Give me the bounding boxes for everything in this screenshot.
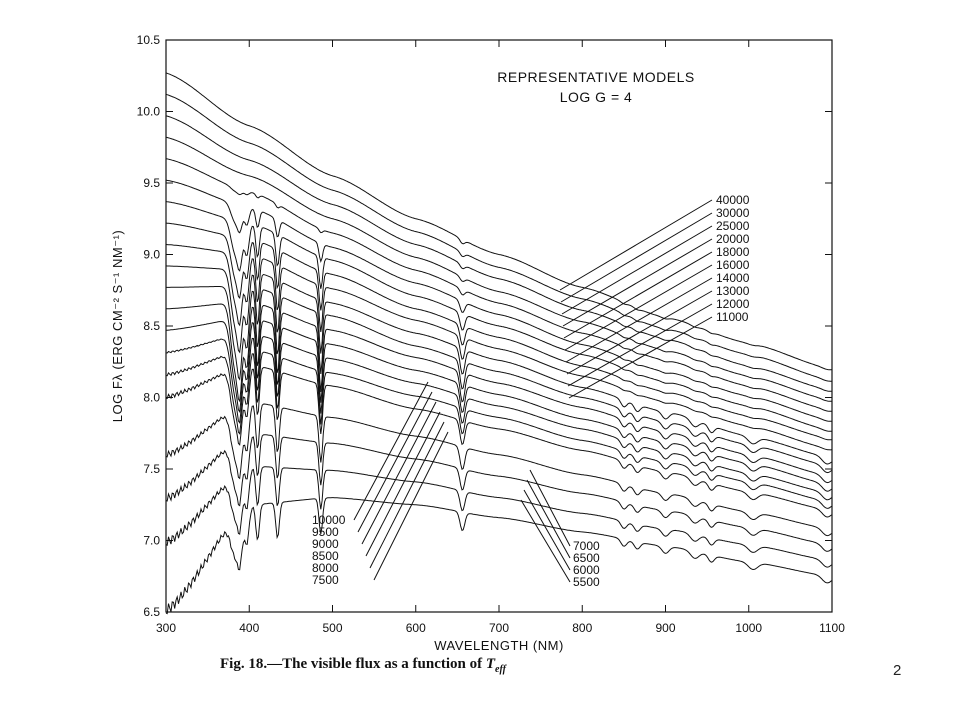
spectrum-18000	[165, 158, 832, 412]
leader-7000	[529, 469, 571, 547]
x-tick-label: 700	[489, 621, 509, 635]
label-7500: 7500	[312, 573, 339, 587]
x-tick-label: 500	[322, 621, 342, 635]
label-6000: 6000	[573, 563, 600, 577]
series-layer	[165, 72, 832, 615]
spectrum-11000	[165, 265, 832, 465]
label-18000: 18000	[716, 245, 750, 259]
y-tick-label: 8.0	[143, 391, 160, 405]
y-axis-ticks: 6.5 7.0 7.5 8.0 8.5 9.0 9.5 10.0 10.5	[137, 33, 832, 619]
label-10000: 10000	[312, 513, 346, 527]
spectrum-40000	[165, 72, 832, 371]
label-40000: 40000	[716, 193, 750, 207]
spectrum-25000	[165, 115, 832, 392]
label-8500: 8500	[312, 549, 339, 563]
label-14000: 14000	[716, 271, 750, 285]
label-7000: 7000	[573, 539, 600, 553]
x-tick-label: 1100	[819, 621, 845, 635]
x-tick-label: 900	[655, 621, 675, 635]
y-tick-label: 8.5	[143, 319, 160, 333]
leader-lines	[353, 199, 713, 583]
x-tick-label: 800	[572, 621, 592, 635]
y-tick-label: 10.5	[137, 33, 161, 47]
spectrum-5500	[165, 497, 832, 615]
leader-10000	[353, 381, 429, 521]
spectrum-7500	[165, 367, 832, 518]
series-labels: 4000030000250002000018000160001400013000…	[312, 193, 750, 589]
leader-9500	[357, 391, 433, 533]
label-11000: 11000	[716, 310, 749, 324]
leader-6500	[526, 479, 571, 559]
x-tick-label: 300	[156, 621, 176, 635]
x-axis-label: WAVELENGTH (NM)	[434, 638, 564, 653]
caption-prefix: Fig. 18.	[220, 656, 268, 672]
label-6500: 6500	[573, 551, 600, 565]
leader-8500	[365, 411, 441, 557]
leader-9000	[361, 401, 437, 545]
y-tick-label: 10.0	[137, 105, 161, 119]
spectrum-6000	[165, 466, 832, 568]
y-tick-label: 9.0	[143, 248, 160, 262]
spectrum-9500	[166, 303, 832, 484]
figure-caption: Fig. 18.—The visible flux as a function …	[220, 656, 506, 675]
label-13000: 13000	[716, 284, 750, 298]
label-9000: 9000	[312, 537, 339, 551]
caption-subscript: eff	[495, 664, 506, 675]
x-tick-label: 1000	[735, 621, 762, 635]
label-16000: 16000	[716, 258, 750, 272]
y-tick-label: 6.5	[143, 605, 160, 619]
leader-11000	[568, 316, 713, 399]
spectrum-8500	[165, 336, 832, 501]
spectrum-10000	[166, 286, 832, 474]
label-9500: 9500	[312, 525, 339, 539]
leader-25000	[561, 225, 713, 315]
chart-subtitle: LOG G = 4	[560, 89, 633, 105]
spectrum-8000	[165, 351, 832, 509]
leader-18000	[563, 251, 713, 339]
label-5500: 5500	[573, 575, 600, 589]
leader-20000	[562, 238, 713, 327]
leader-40000	[559, 199, 713, 291]
y-tick-label: 7.0	[143, 534, 160, 548]
spectrum-20000	[165, 136, 832, 402]
label-20000: 20000	[716, 232, 750, 246]
leader-14000	[565, 277, 713, 363]
leader-30000	[560, 212, 713, 303]
leader-13000	[566, 290, 713, 375]
leader-7500	[373, 431, 449, 581]
x-tick-label: 400	[239, 621, 259, 635]
spectrum-7000	[165, 403, 832, 537]
spectrum-14000	[165, 201, 832, 432]
spectrum-6500	[165, 434, 832, 552]
leader-8000	[369, 421, 445, 569]
x-axis-ticks: 300 400 500 600 700 800 900 1000 1100	[156, 40, 845, 635]
x-tick-label: 600	[406, 621, 426, 635]
spectrum-9000	[165, 320, 832, 492]
label-25000: 25000	[716, 219, 750, 233]
leader-5500	[520, 499, 571, 583]
y-axis-label: LOG Fλ (ERG CM⁻² S⁻¹ NM⁻¹)	[110, 230, 125, 422]
caption-symbol: T	[485, 656, 496, 672]
spectrum-13000	[165, 222, 832, 441]
leader-6000	[523, 489, 571, 571]
leader-12000	[567, 303, 713, 387]
page-number: 2	[893, 662, 902, 679]
y-tick-label: 9.5	[143, 176, 160, 190]
spectrum-30000	[165, 93, 832, 382]
y-tick-label: 7.5	[143, 462, 160, 476]
label-8000: 8000	[312, 561, 339, 575]
spectrum-16000	[165, 179, 832, 422]
caption-text: The visible flux as a function of	[282, 656, 486, 672]
spectrum-12000	[165, 244, 832, 451]
label-12000: 12000	[716, 297, 750, 311]
label-30000: 30000	[716, 206, 750, 220]
chart-title: REPRESENTATIVE MODELS	[497, 69, 694, 85]
leader-16000	[564, 264, 713, 351]
